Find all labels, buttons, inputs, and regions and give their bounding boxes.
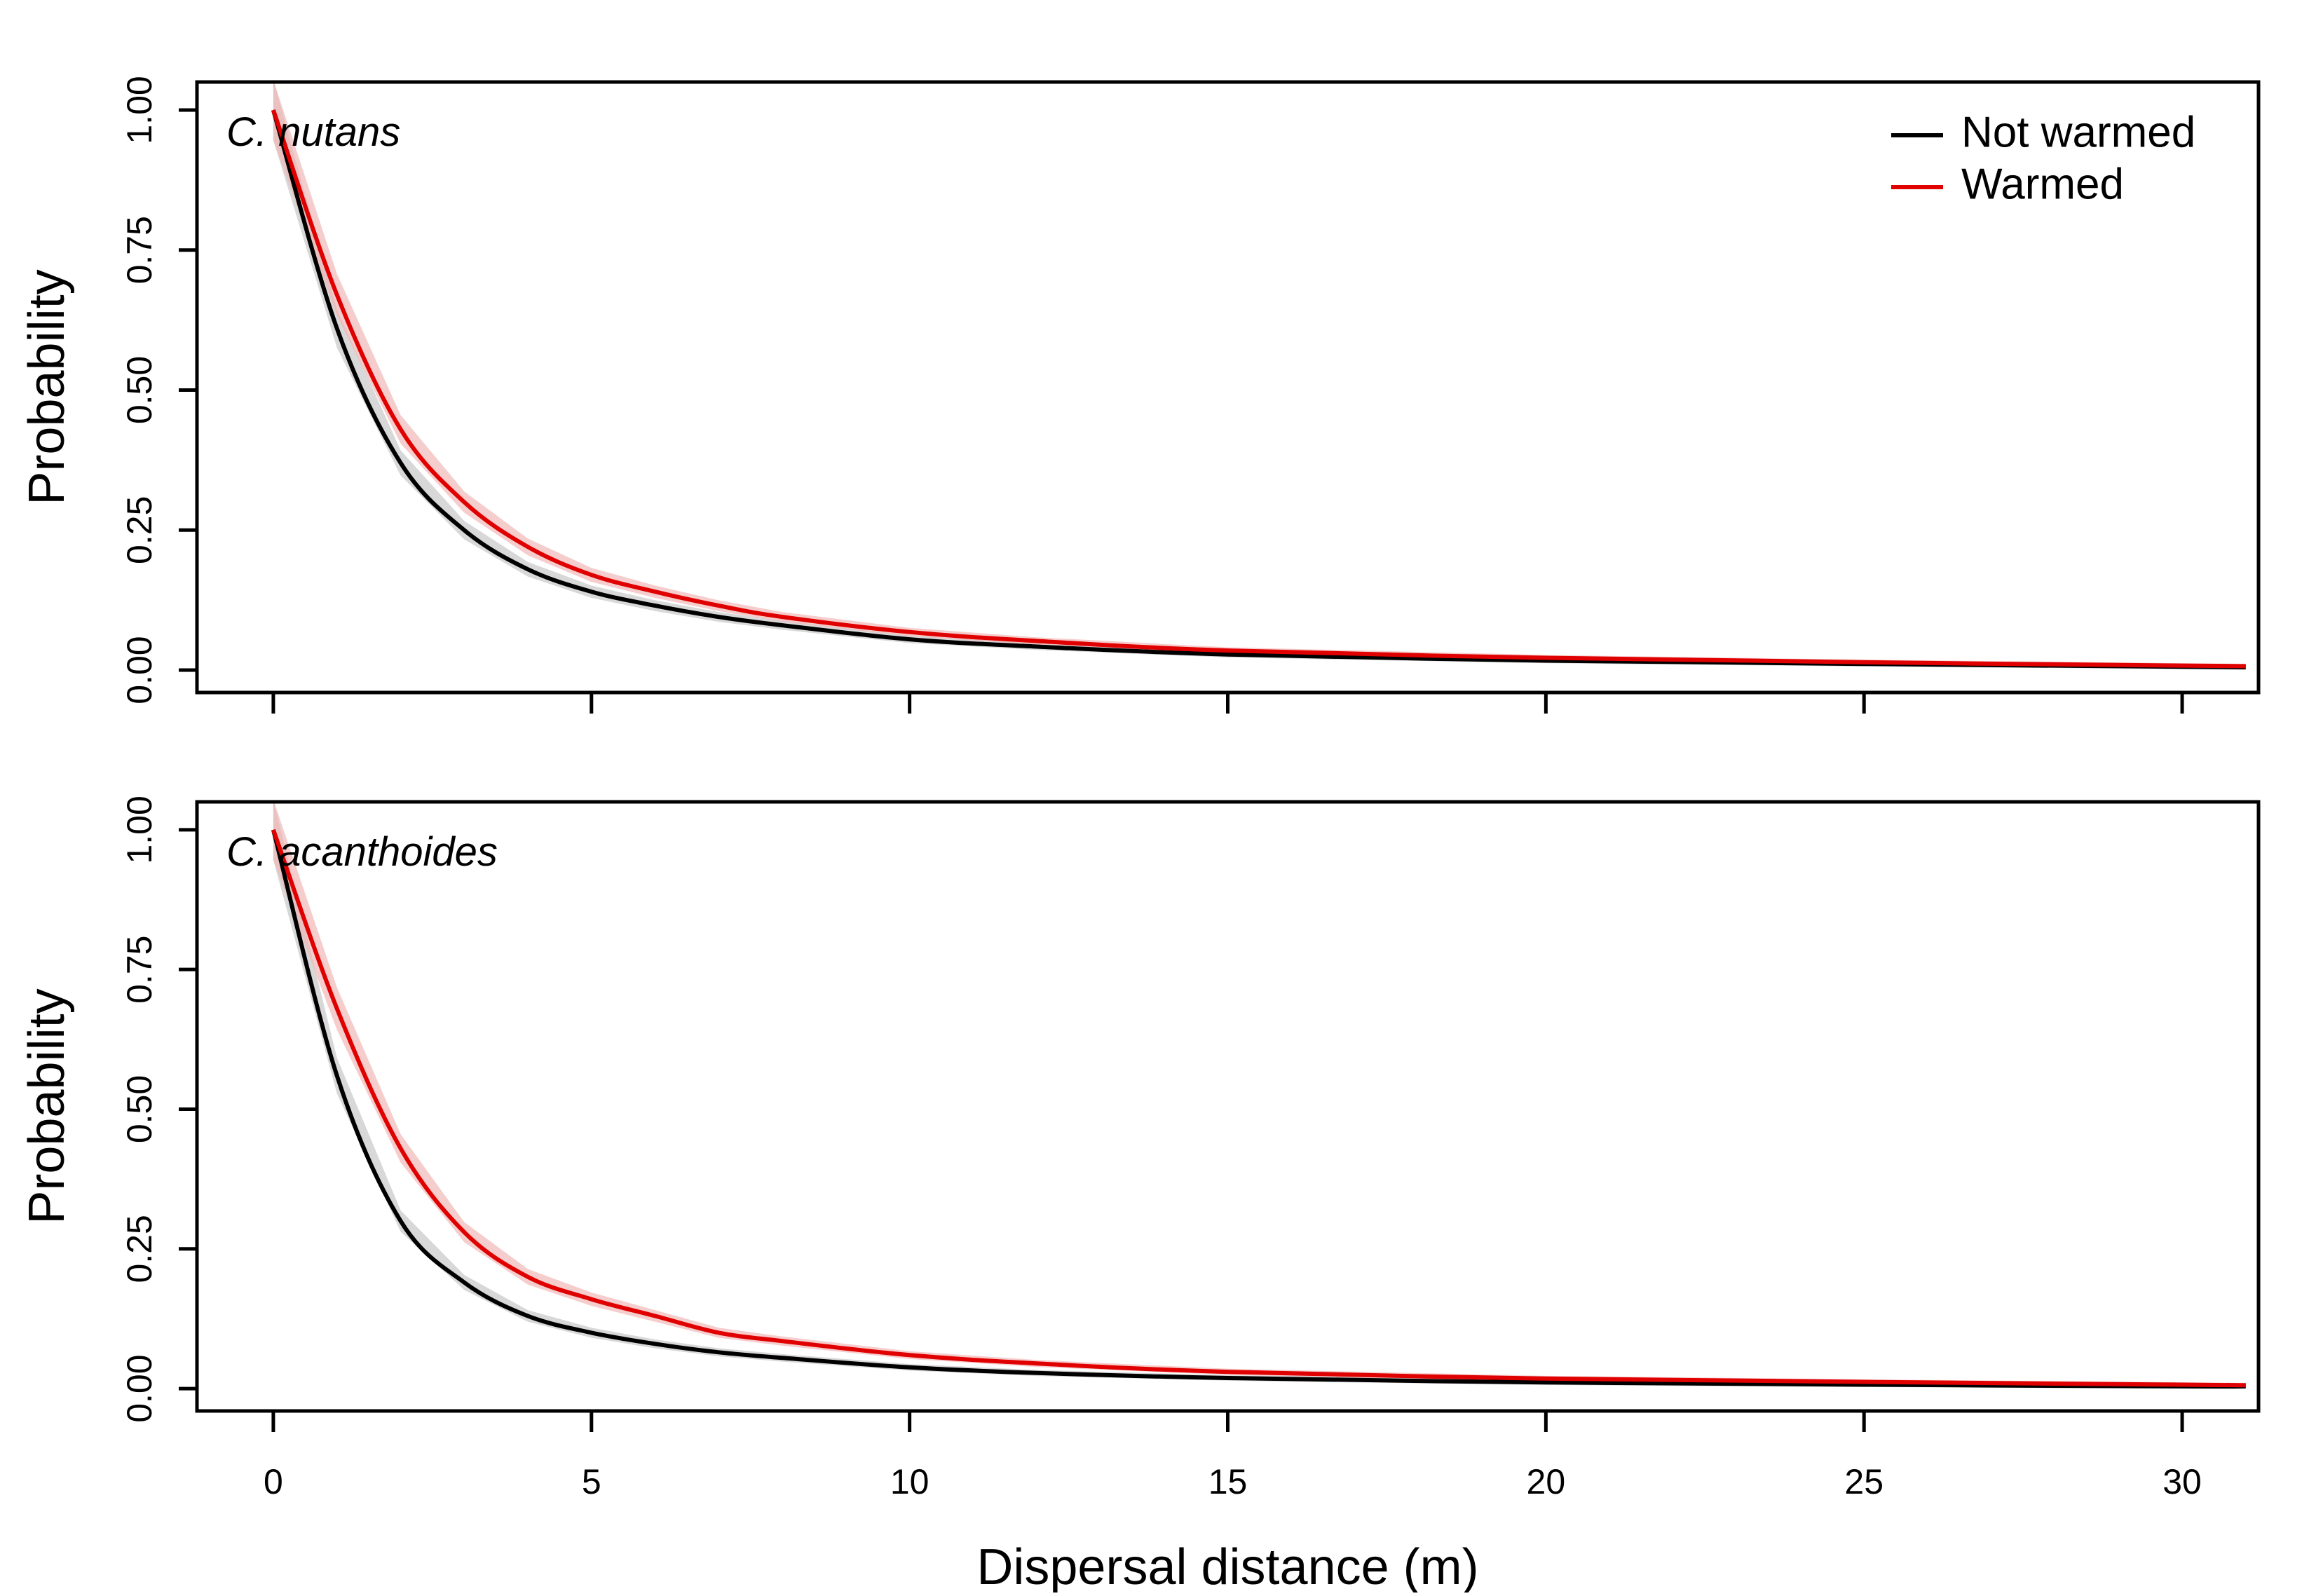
y-tick-label: 0.00: [120, 1354, 159, 1422]
y-tick-label: 0.00: [120, 636, 159, 704]
confidence-band-warmed: [273, 799, 2246, 1388]
x-tick-label: 15: [1208, 1462, 1248, 1501]
series-line-warmed: [271, 109, 2246, 669]
x-tick-label: 10: [890, 1462, 929, 1501]
y-tick-label: 0.50: [120, 356, 159, 424]
legend-label-warmed: Warmed: [1961, 160, 2124, 208]
x-axis-title: Dispersal distance (m): [976, 1539, 1478, 1592]
plot-frame: [195, 80, 2261, 695]
x-tick-label: 30: [2162, 1462, 2202, 1501]
y-tick-label: 0.50: [120, 1075, 159, 1143]
series-line-warmed: [271, 828, 2246, 1388]
series-line-not-warmed: [271, 109, 2246, 669]
y-tick-label: 0.75: [120, 216, 159, 284]
legend-label-not-warmed: Not warmed: [1961, 108, 2195, 156]
confidence-band-not-warmed: [273, 799, 2246, 1389]
confidence-band-not-warmed: [273, 79, 2246, 670]
species-label: C. acanthoides: [226, 829, 498, 875]
x-tick-label: 5: [582, 1462, 601, 1501]
x-tick-label: 0: [264, 1462, 283, 1501]
series-line-not-warmed: [271, 829, 2246, 1389]
y-axis-title: Probability: [19, 269, 75, 505]
x-tick-label: 25: [1844, 1462, 1884, 1501]
y-tick-label: 0.75: [120, 936, 159, 1004]
y-tick-label: 1.00: [120, 796, 159, 864]
y-tick-label: 0.25: [120, 1215, 159, 1283]
species-label: C. nutans: [226, 109, 400, 155]
plot-frame: [195, 800, 2261, 1413]
y-tick-label: 1.00: [120, 76, 159, 144]
y-tick-label: 0.25: [120, 496, 159, 564]
y-axis-title: Probability: [19, 988, 75, 1224]
x-tick-label: 20: [1527, 1462, 1566, 1501]
